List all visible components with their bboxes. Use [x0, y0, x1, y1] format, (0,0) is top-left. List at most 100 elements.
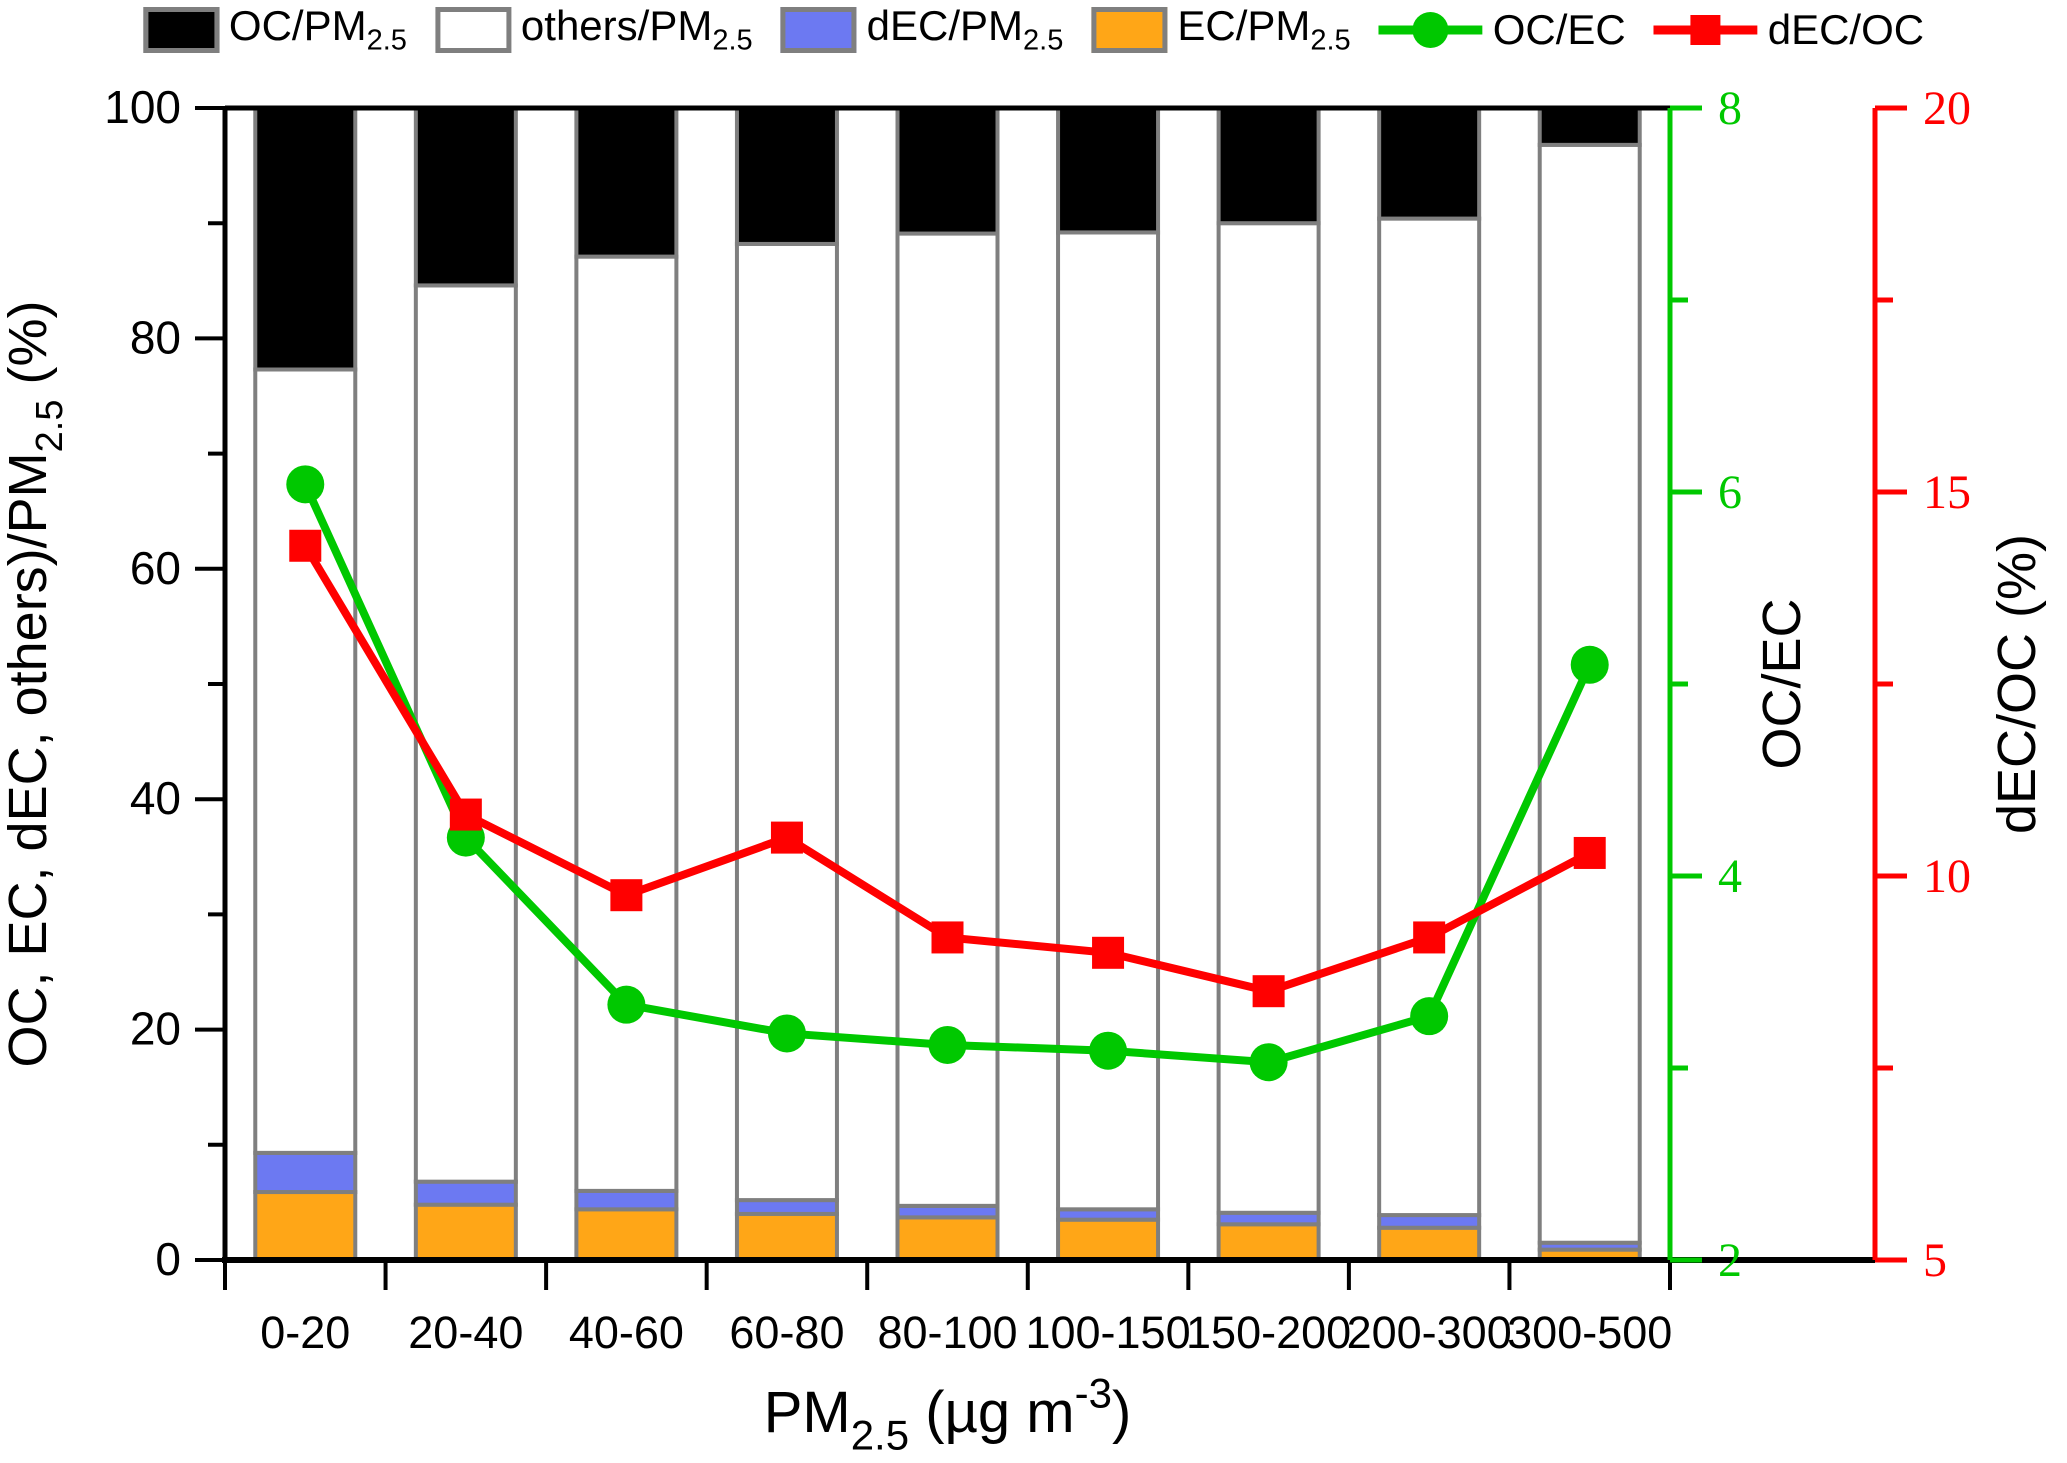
oc-ec-marker	[928, 1025, 967, 1064]
legend-label: OC/PM2.5	[228, 1, 407, 57]
red-tick-label: 15	[1923, 466, 1971, 519]
bar-segment-ec	[895, 1215, 1000, 1262]
square-marker-icon	[1653, 15, 1758, 45]
x-tick-label: 80-100	[877, 1307, 1017, 1358]
dec-oc-line-marker-icon	[1653, 4, 1758, 56]
dec-oc-marker	[1252, 975, 1285, 1008]
oc-ec-marker	[1089, 1031, 1128, 1070]
bar-segment-oc	[1377, 106, 1482, 221]
axis-title-part: -3	[1075, 1370, 1112, 1417]
red-axis-title: dEC/OC (%)	[1987, 534, 2047, 834]
dec-oc-marker	[770, 821, 803, 854]
others-pm25-swatch-icon	[434, 6, 511, 53]
bar-segment-ec	[574, 1207, 679, 1263]
oc-ec-marker	[767, 1014, 806, 1053]
left-axis: 0 20 40 60 80 100	[104, 81, 225, 1285]
axis-title-part: 2.5	[29, 400, 71, 453]
green-axis: 2 4 6 8	[1667, 82, 1742, 1287]
legend-label: others/PM2.5	[520, 1, 753, 57]
x-tick-label: 100-150	[1025, 1307, 1190, 1358]
dec-oc-marker	[449, 798, 482, 831]
axis-title-part: (%)	[0, 301, 58, 400]
x-tick-label: 0-20	[260, 1307, 350, 1358]
dec-oc-marker	[1092, 936, 1125, 969]
bar-segment-others	[574, 254, 679, 1193]
bar-segment-others	[1377, 216, 1482, 1218]
oc-ec-marker	[1249, 1043, 1288, 1082]
x-axis-title: PM2.5 (µg m-3)	[764, 1370, 1132, 1459]
bar-segment-others	[253, 367, 358, 1155]
left-tick-label: 0	[155, 1233, 181, 1285]
bar-segment-dec	[574, 1188, 679, 1212]
bar-segment-dec	[734, 1198, 839, 1216]
oc-pm25-swatch-icon	[142, 6, 219, 53]
x-tick-label: 200-300	[1347, 1307, 1512, 1358]
axis-title-part: PM	[764, 1380, 851, 1445]
bar-segment-ec	[253, 1190, 358, 1262]
bar-segment-dec	[413, 1179, 518, 1207]
bar-segment-dec	[253, 1150, 358, 1195]
legend-item-others-pm25: others/PM2.5	[434, 1, 753, 57]
bar-segment-others	[413, 283, 518, 1184]
bar-segment-ec	[1377, 1225, 1482, 1263]
green-tick-label: 4	[1718, 850, 1742, 903]
line-series-group	[286, 465, 1609, 1082]
dec-pm25-swatch-icon	[780, 6, 857, 53]
left-axis-title: OC, EC, dEC, others)/PM2.5 (%)	[0, 301, 71, 1068]
bar-segment-others	[734, 241, 839, 1203]
oc-ec-marker	[1410, 997, 1449, 1036]
left-tick-label: 20	[130, 1003, 181, 1055]
bar-segment-ec	[413, 1202, 518, 1262]
x-tick-label: 150-200	[1186, 1307, 1351, 1358]
left-tick-label: 60	[130, 542, 181, 594]
legend-item-oc-ec: OC/EC	[1378, 4, 1626, 56]
x-tick-label: 60-80	[729, 1307, 844, 1358]
legend-label: dEC/PM2.5	[866, 1, 1064, 57]
legend-item-oc-pm25: OC/PM2.5	[142, 1, 407, 57]
red-tick-label: 5	[1923, 1234, 1947, 1287]
circle-marker-icon	[1378, 12, 1483, 48]
axis-title-part: 2.5	[851, 1411, 909, 1458]
dec-oc-marker	[1413, 921, 1446, 954]
dec-oc-marker	[1573, 836, 1606, 869]
bar-segment-oc	[734, 106, 839, 246]
oc-ec-marker	[1570, 645, 1609, 684]
bar-segment-ec	[1056, 1217, 1161, 1263]
ec-pm25-swatch-icon	[1091, 6, 1168, 53]
x-axis: 0-20 20-40 40-60 60-80 80-100 100-150150-2002…	[223, 1260, 1672, 1358]
axis-title-part: OC, EC, dEC, others)/PM	[0, 452, 58, 1067]
red-tick-label: 10	[1923, 850, 1971, 903]
dec-oc-marker	[610, 879, 643, 912]
chart-legend: OC/PM2.5 others/PM2.5 dEC/PM2.5 EC/PM2.5…	[142, 1, 1925, 57]
oc-ec-line-marker-icon	[1378, 4, 1483, 56]
legend-item-dec-oc: dEC/OC	[1653, 4, 1925, 56]
legend-label: OC/EC	[1492, 6, 1626, 53]
legend-item-dec-pm25: dEC/PM2.5	[780, 1, 1064, 57]
x-tick-label: 40-60	[569, 1307, 684, 1358]
bar-segment-oc	[253, 106, 358, 372]
green-tick-label: 2	[1718, 1234, 1742, 1287]
axis-title-part: )	[1112, 1380, 1131, 1445]
bar-segment-oc	[413, 106, 518, 288]
dec-oc-marker	[931, 921, 964, 954]
bar-segment-oc	[574, 106, 679, 259]
bar-segment-ec	[1216, 1222, 1321, 1262]
dec-oc-marker	[289, 529, 322, 562]
bars-group	[253, 106, 1642, 1263]
bar-segment-others	[1537, 142, 1642, 1245]
x-tick-label: 300-500	[1507, 1307, 1672, 1358]
bar-segment-ec	[734, 1211, 839, 1263]
legend-label: dEC/OC	[1767, 6, 1925, 53]
axis-title-part: dEC/OC (%)	[1987, 534, 2047, 834]
bar-segment-oc	[1216, 106, 1321, 226]
oc-ec-marker	[607, 985, 646, 1024]
left-tick-label: 100	[104, 81, 181, 133]
left-tick-label: 40	[130, 772, 181, 824]
x-tick-label: 20-40	[408, 1307, 523, 1358]
oc-ec-marker	[286, 465, 325, 504]
red-tick-label: 20	[1923, 82, 1971, 135]
axis-title-part: (µg m	[909, 1380, 1075, 1445]
bar-segment-oc	[895, 106, 1000, 236]
